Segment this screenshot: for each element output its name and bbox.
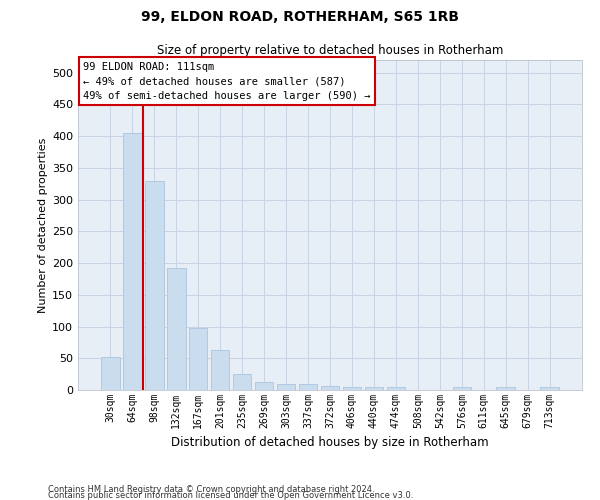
Bar — [496, 388, 515, 390]
Bar — [277, 384, 295, 390]
Bar — [189, 328, 208, 390]
Title: Size of property relative to detached houses in Rotherham: Size of property relative to detached ho… — [157, 44, 503, 58]
Text: Contains public sector information licensed under the Open Government Licence v3: Contains public sector information licen… — [48, 491, 413, 500]
Bar — [386, 388, 405, 390]
Bar — [255, 382, 274, 390]
Text: 99, ELDON ROAD, ROTHERHAM, S65 1RB: 99, ELDON ROAD, ROTHERHAM, S65 1RB — [141, 10, 459, 24]
Bar — [211, 350, 229, 390]
Text: Contains HM Land Registry data © Crown copyright and database right 2024.: Contains HM Land Registry data © Crown c… — [48, 485, 374, 494]
Bar — [123, 133, 142, 390]
X-axis label: Distribution of detached houses by size in Rotherham: Distribution of detached houses by size … — [171, 436, 489, 450]
Bar — [145, 180, 164, 390]
Bar — [365, 388, 383, 390]
Bar — [452, 388, 471, 390]
Bar — [320, 386, 340, 390]
Bar — [167, 268, 185, 390]
Bar — [541, 388, 559, 390]
Text: 99 ELDON ROAD: 111sqm
← 49% of detached houses are smaller (587)
49% of semi-det: 99 ELDON ROAD: 111sqm ← 49% of detached … — [83, 62, 371, 101]
Bar — [101, 357, 119, 390]
Y-axis label: Number of detached properties: Number of detached properties — [38, 138, 48, 312]
Bar — [299, 384, 317, 390]
Bar — [233, 374, 251, 390]
Bar — [343, 387, 361, 390]
